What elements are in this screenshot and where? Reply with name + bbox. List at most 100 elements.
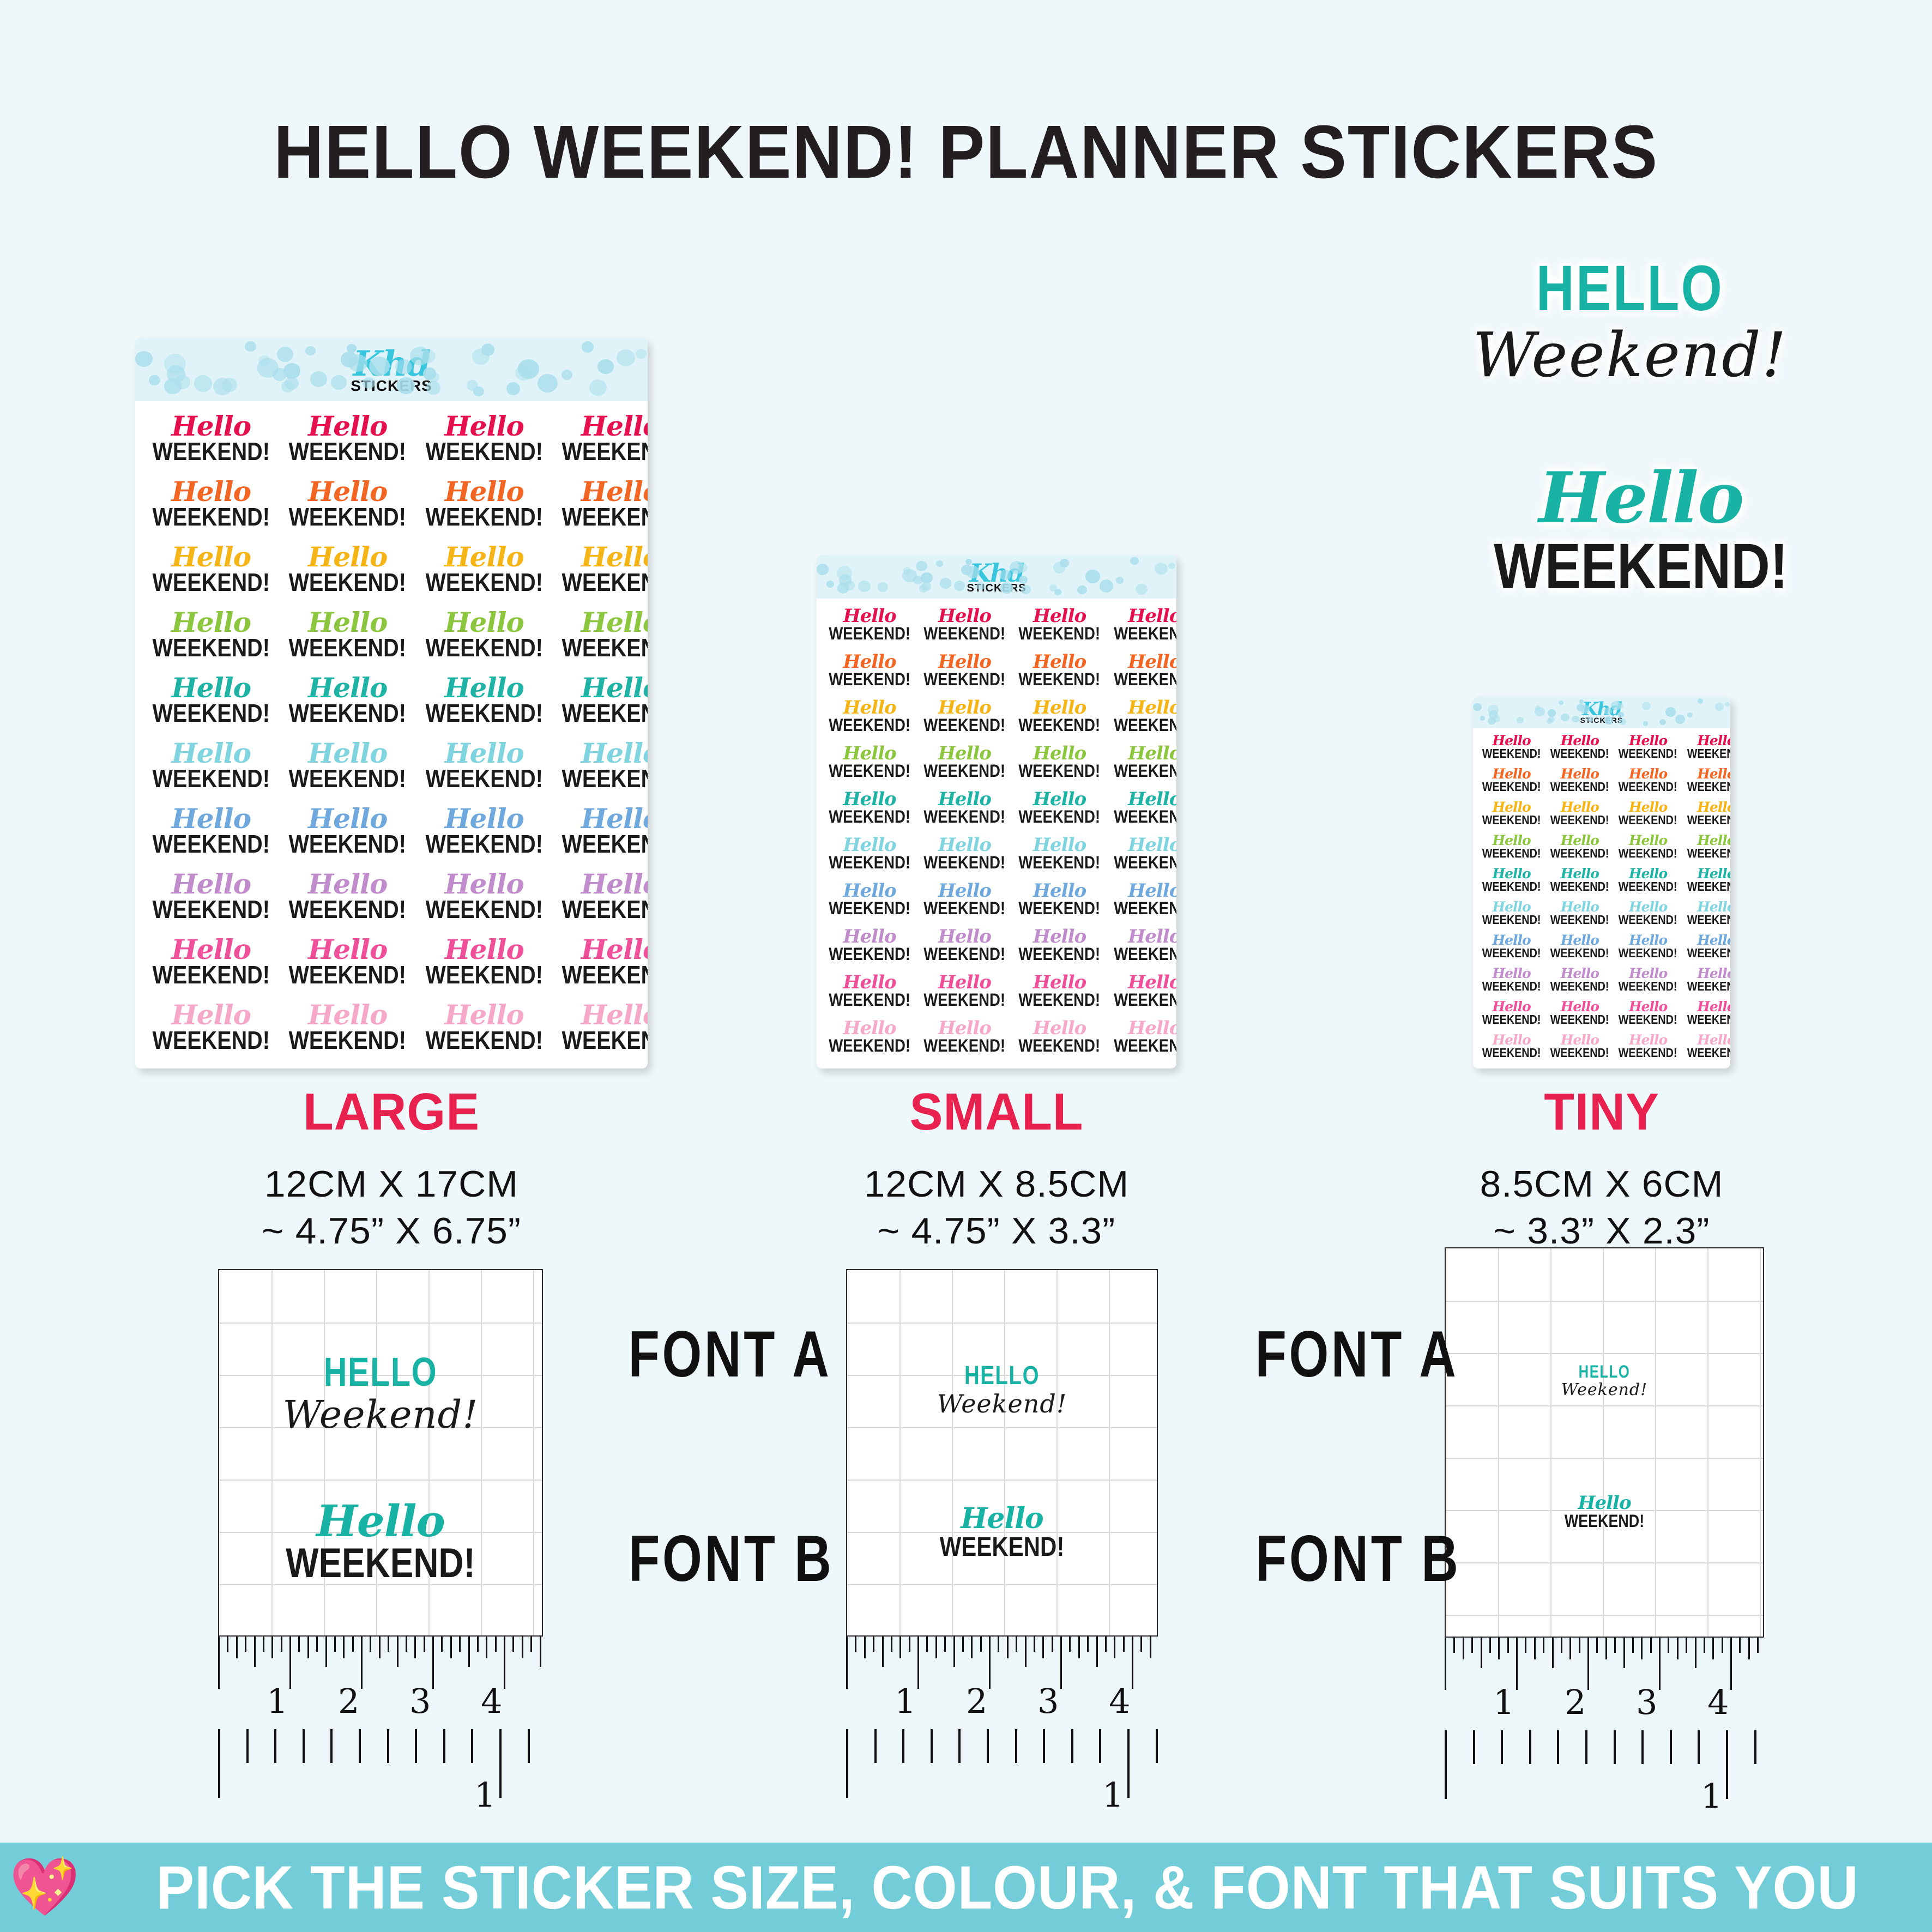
- sticker-hello-text: Hello: [843, 880, 896, 902]
- ruler-tick-inch: [1578, 1638, 1580, 1653]
- sticker-hello-text: Hello: [171, 933, 251, 965]
- ruler-cm-small: 1: [846, 1729, 1158, 1815]
- sticker-weekend-text: WEEKEND!: [829, 669, 911, 689]
- sticker-weekend-text: WEEKEND!: [288, 502, 407, 531]
- ruler-tick-cm: [1641, 1730, 1644, 1764]
- ruler-tick-cm: [1015, 1729, 1017, 1763]
- ruler-tick-inch: [1507, 1638, 1509, 1653]
- sticker-weekend-text: WEEKEND!: [1619, 813, 1677, 828]
- sticker-hello-text: Hello: [1697, 999, 1730, 1015]
- sparkling-heart-icon: 💖: [9, 1856, 80, 1919]
- polka-dot: [347, 343, 357, 353]
- sticker-weekend-text: WEEKEND!: [1687, 780, 1730, 794]
- grid-line-horizontal: [219, 1427, 542, 1428]
- sticker-weekend-text: WEEKEND!: [1550, 879, 1609, 894]
- sticker-weekend-text: WEEKEND!: [562, 502, 648, 531]
- size-imperial-small: ~ 4.75” X 3.3”: [877, 1210, 1116, 1252]
- sticker-weekend-text: WEEKEND!: [152, 960, 270, 989]
- sticker-hello-text: Hello: [444, 606, 524, 638]
- sticker-hello-text: Hello: [843, 926, 896, 948]
- sticker-hello-text: Hello: [1128, 880, 1176, 902]
- ruler-label-inch: 2: [1565, 1682, 1586, 1722]
- ruler-tick-inch: [476, 1637, 479, 1652]
- ruler-tick-inch: [935, 1637, 937, 1658]
- polka-dot: [858, 581, 871, 593]
- demo-sample-font-b: Hello WEEKEND!: [847, 1505, 1157, 1561]
- bottom-banner: 💖 PICK THE STICKER SIZE, COLOUR, & FONT …: [0, 1843, 1932, 1932]
- ruler-label-cm: 1: [1102, 1775, 1124, 1815]
- sticker-weekend-text: WEEKEND!: [1619, 946, 1677, 961]
- grid-line-horizontal: [219, 1323, 542, 1324]
- sticker-hello-text: Hello: [307, 736, 388, 769]
- sticker-hello-text: Hello: [1560, 999, 1599, 1015]
- sticker-weekend-text: WEEKEND!: [1018, 898, 1101, 918]
- sticker-hello-text: Hello: [938, 971, 992, 994]
- polka-dot: [1616, 702, 1624, 709]
- size-metric-small: 12CM X 8.5CM: [864, 1163, 1130, 1205]
- polka-dot: [1604, 716, 1614, 725]
- ruler-tick-inch: [980, 1637, 982, 1652]
- sticker-weekend-text: WEEKEND!: [152, 437, 270, 466]
- preview-sticker-font-a: HELLO Weekend!: [1439, 256, 1821, 386]
- ruler-tick-inch: [307, 1637, 309, 1658]
- ruler-tick-inch: [1087, 1637, 1089, 1652]
- sticker-weekend-text: WEEKEND!: [1113, 944, 1176, 964]
- sticker-weekend-text: WEEKEND!: [1018, 852, 1101, 872]
- sticker-hello-text: Hello: [171, 736, 251, 769]
- sticker-hello-text: Hello: [307, 802, 388, 835]
- sticker-weekend-text: WEEKEND!: [1113, 760, 1176, 781]
- ruler-tick-inch: [1730, 1638, 1732, 1690]
- ruler-tick-inch: [271, 1637, 274, 1658]
- ruler-tick-inch: [1569, 1638, 1572, 1659]
- sticker-hello-text: Hello: [444, 540, 524, 573]
- ruler-tick-inch: [486, 1637, 488, 1658]
- polka-dot: [1017, 563, 1028, 572]
- sticker-hello-text: Hello: [843, 788, 896, 811]
- sticker-weekend-text: WEEKEND!: [1113, 989, 1176, 1010]
- ruler-tick-cm: [415, 1729, 418, 1763]
- ruler-tick-inch: [441, 1637, 443, 1652]
- ruler-tick-cm: [499, 1729, 502, 1798]
- polka-dot: [635, 349, 647, 359]
- ruler-tick-inch: [388, 1637, 390, 1652]
- grid-line-vertical: [1498, 1248, 1499, 1637]
- sticker-hello-text: Hello: [938, 697, 992, 719]
- sticker-sheet-large: Khd STICKERS Hello WEEKEND! Hello WEEKEND! H…: [135, 338, 648, 1068]
- sticker-hello-text: Hello: [1128, 605, 1176, 627]
- sticker-weekend-text: WEEKEND!: [425, 1025, 543, 1054]
- sticker-weekend-text: WEEKEND!: [1550, 979, 1609, 994]
- ruler-tick-inch: [396, 1637, 399, 1667]
- ruler-tick-inch: [227, 1637, 229, 1652]
- polka-dot: [348, 354, 367, 372]
- sticker-hello-text: Hello: [1033, 742, 1086, 765]
- sticker-weekend-text: WEEKEND!: [1619, 846, 1677, 861]
- sticker-hello-text: Hello: [938, 788, 992, 811]
- sticker-hello-text: Hello: [843, 834, 896, 856]
- banner-text: PICK THE STICKER SIZE, COLOUR, & FONT TH…: [156, 1853, 1859, 1922]
- ruler-tick-cm: [1529, 1730, 1531, 1764]
- polka-dot: [561, 369, 573, 380]
- sticker-hello-text: Hello: [1560, 965, 1599, 982]
- sticker-weekend-text: WEEKEND!: [923, 989, 1006, 1010]
- sticker-hello-text: Hello: [171, 998, 251, 1031]
- sticker-weekend-text: WEEKEND!: [1687, 946, 1730, 961]
- sticker-hello-text: Hello: [1560, 1032, 1599, 1048]
- ruler-tick-cm: [1501, 1730, 1504, 1764]
- demo-a-hello: HELLO: [964, 1361, 1040, 1390]
- ruler-tick-inch: [1051, 1637, 1053, 1652]
- ruler-tick-inch: [316, 1637, 318, 1652]
